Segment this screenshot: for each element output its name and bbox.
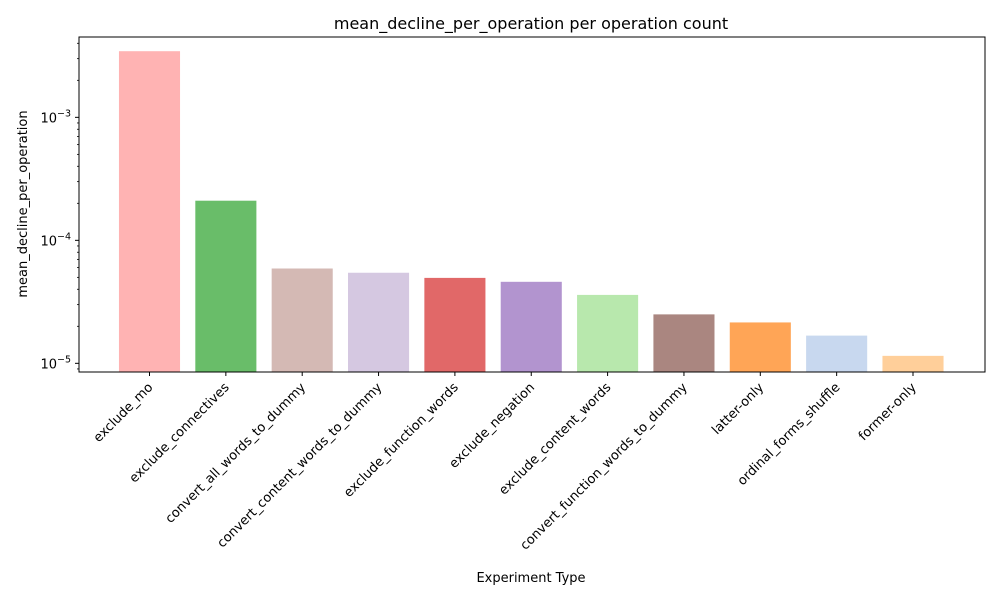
x-tick-label: exclude_negation	[447, 380, 538, 471]
bar-exclude_mo	[118, 51, 181, 373]
plot-frame	[78, 36, 986, 373]
y-axis: 10−5 10−4 10−3	[40, 42, 79, 372]
bar-convert_all_words_to_dummy	[271, 268, 333, 372]
bars-layer	[118, 51, 944, 373]
y-tick-label: 10−4	[40, 231, 71, 249]
x-tick-label: exclude_mo	[91, 380, 157, 446]
x-axis-label: Experiment Type	[476, 571, 585, 586]
x-tick-label: convert_content_words_to_dummy	[215, 380, 386, 551]
x-tick-label: former-only	[856, 380, 920, 444]
y-axis-label: mean_decline_per_operation	[16, 110, 31, 297]
bar-former-only	[882, 355, 944, 372]
bar-exclude_negation	[500, 281, 562, 372]
x-tick-label: convert_all_words_to_dummy	[163, 380, 310, 527]
y-tick-label: 10−3	[40, 108, 71, 126]
y-tick-label: 10−5	[40, 354, 71, 372]
bar-convert_function_words_to_dummy	[653, 314, 715, 372]
x-tick-label: latter-only	[709, 380, 767, 438]
bar-convert_content_words_to_dummy	[348, 272, 410, 372]
chart-title: mean_decline_per_operation per operation…	[334, 14, 728, 34]
bar-ordinal_forms_shuffle	[806, 335, 868, 372]
bar-exclude_connectives	[195, 200, 257, 372]
bar-exclude_content_words	[577, 294, 639, 372]
x-axis: exclude_moexclude_connectivesconvert_all…	[91, 372, 920, 553]
x-tick-label: convert_function_words_to_dummy	[518, 380, 691, 553]
bar-exclude_function_words	[424, 277, 486, 372]
bar-latter-only	[729, 322, 791, 372]
